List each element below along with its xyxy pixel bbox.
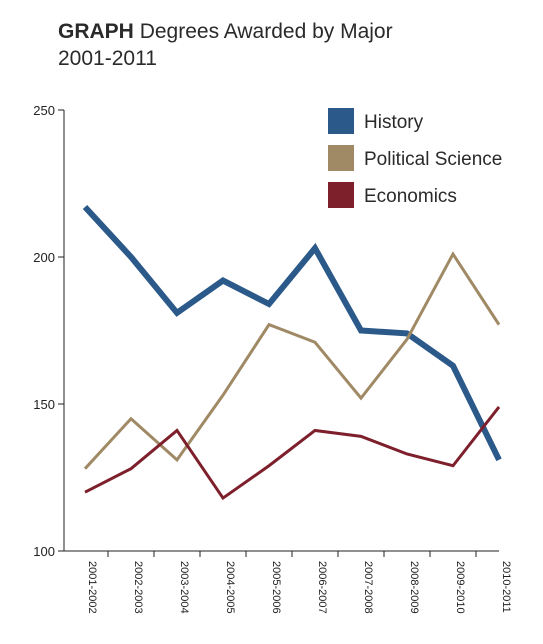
x-tick-label: 2010-2011 — [500, 561, 512, 613]
x-tick-label: 2009-2010 — [454, 561, 466, 614]
y-tick-label: 100 — [33, 544, 55, 559]
series-line-history — [82, 204, 502, 462]
x-tick-label: 2001-2002 — [86, 561, 98, 614]
legend-label: History — [364, 112, 424, 133]
x-tick-label: 2007-2008 — [362, 561, 374, 614]
series-line-economics — [84, 406, 501, 501]
legend-swatch — [328, 108, 354, 134]
y-tick-label: 250 — [33, 103, 55, 118]
x-tick-label: 2005-2006 — [270, 561, 282, 614]
legend-swatch — [328, 182, 354, 208]
x-tick-label: 2008-2009 — [408, 561, 420, 614]
x-tick-label: 2004-2005 — [224, 561, 236, 614]
title-kicker: GRAPH — [58, 20, 134, 43]
chart-title-block: GRAPH Degrees Awarded by Major 2001-2011 — [58, 18, 393, 72]
chart-axes: 100 150 200 250 2001-2002 2002-2003 2003-2004 2… — [33, 103, 512, 614]
y-tick-label: 200 — [33, 250, 55, 265]
legend-label: Political Science — [364, 149, 502, 170]
title-text: Degrees Awarded by Major — [139, 20, 393, 43]
legend-swatch — [328, 145, 354, 171]
x-tick-label: 2002-2003 — [132, 561, 144, 614]
y-tick-label: 150 — [33, 397, 55, 412]
chart-title: GRAPH Degrees Awarded by Major — [58, 18, 393, 45]
series-layer — [82, 204, 502, 501]
x-tick-label: 2006-2007 — [316, 561, 328, 614]
x-tick-label: 2003-2004 — [178, 561, 190, 614]
legend-label: Economics — [364, 186, 457, 207]
series-line-political-science — [83, 251, 501, 470]
chart-legend: History Political Science Economics — [328, 108, 502, 208]
chart-subtitle: 2001-2011 — [58, 47, 157, 70]
